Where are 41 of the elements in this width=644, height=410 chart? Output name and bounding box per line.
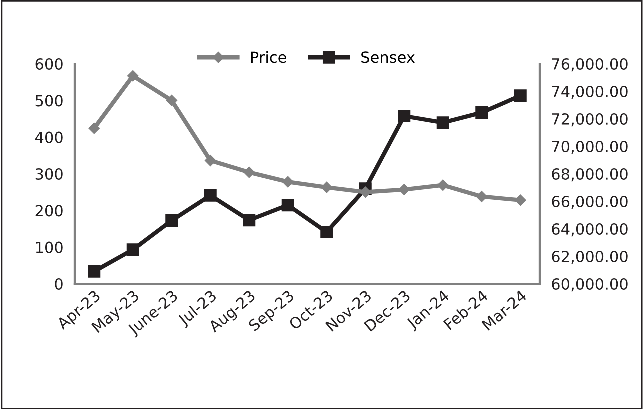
y-tick-label: 600 (36, 58, 63, 70)
point (514, 90, 527, 102)
y2-tick-label: 72,000.00 (552, 113, 628, 127)
point (436, 116, 450, 130)
y2-tick-label: 68,000.00 (552, 168, 628, 182)
point (320, 226, 334, 239)
y2-tick-label: 70,000.00 (552, 140, 628, 154)
point (126, 244, 140, 256)
y-tick-label: 0 (55, 278, 63, 290)
point (321, 182, 332, 194)
y-tick-label: 200 (36, 205, 63, 217)
y-tick-label: 300 (36, 168, 63, 180)
y2-tick-label: 64,000.00 (552, 223, 628, 237)
y-tick-label: 400 (35, 132, 63, 144)
y2-tick-label: 62,000.00 (552, 250, 628, 264)
point (128, 70, 139, 82)
point (88, 265, 101, 278)
point (438, 180, 449, 191)
y2-tick-label: 60,000.00 (552, 278, 628, 292)
point (398, 184, 410, 196)
point (166, 95, 178, 106)
point (204, 189, 217, 202)
point (282, 176, 294, 188)
point (282, 199, 294, 212)
y2-tick-label: 66,000.00 (552, 196, 628, 210)
point (476, 106, 488, 120)
point (88, 122, 100, 134)
point (244, 166, 255, 178)
y-tick-label: 500 (36, 95, 63, 107)
point (398, 110, 411, 122)
point (476, 191, 488, 202)
point (515, 194, 526, 206)
point (166, 214, 178, 227)
point (205, 155, 216, 166)
y2-tick-label: 74,000.00 (552, 86, 628, 100)
legend-label: Price (251, 51, 286, 64)
legend-label: Sensex (362, 52, 415, 64)
y2-tick-label: 76,000.00 (552, 58, 628, 72)
point (360, 186, 372, 198)
point (243, 214, 256, 227)
y-tick-label: 100 (36, 242, 63, 254)
